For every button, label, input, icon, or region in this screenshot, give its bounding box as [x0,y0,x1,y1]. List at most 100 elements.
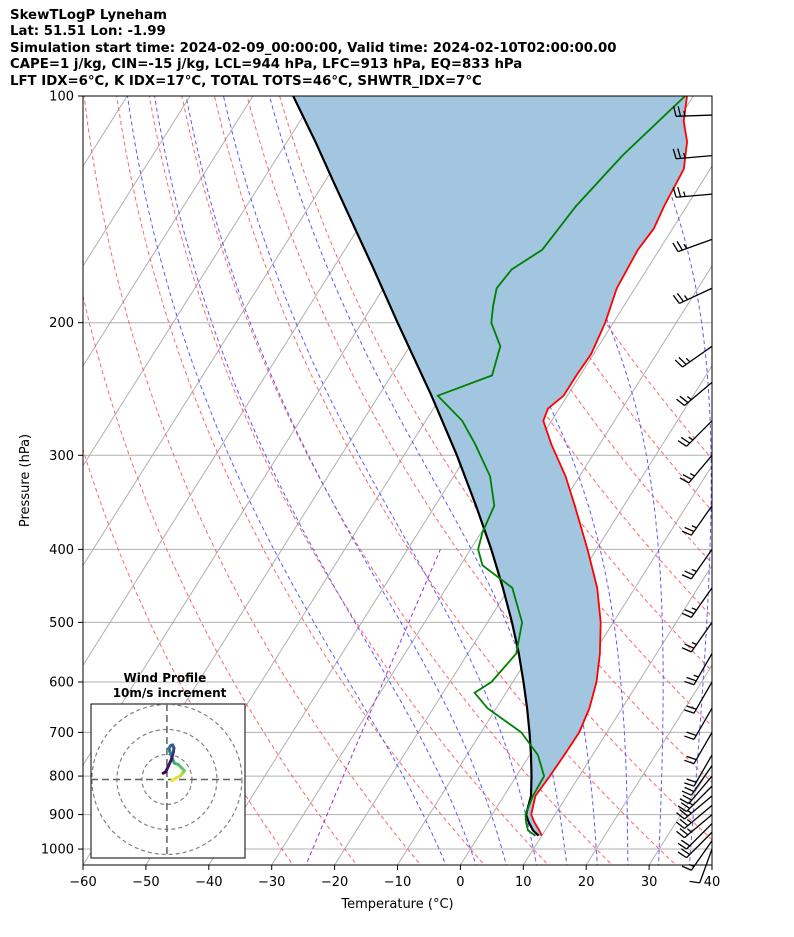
barb-staff [690,840,713,871]
barb-staff [688,454,713,484]
barb-flag [682,473,693,480]
barb-staff [686,785,713,813]
barb-flag [677,148,682,159]
barb-flag [679,818,689,827]
stability-indices-2: LFT IDX=6°C, K IDX=17°C, TOTAL TOTS=46°C… [10,73,482,89]
dry-adiabat [116,96,486,865]
x-tick-label: 20 [578,875,595,890]
wind-barb [684,707,713,740]
barb-half-flag [691,641,697,646]
wind-barb [681,587,713,618]
y-tick-label: 300 [49,449,74,464]
barb-flag [681,612,692,618]
barb-half-flag [691,525,697,529]
barb-flag [677,842,687,850]
x-tick-label: −30 [258,875,285,890]
barb-flag [680,802,691,809]
barb-flag [677,805,687,813]
profile-lines [292,96,689,837]
hodograph-title: Wind Profile [124,671,207,685]
barb-flag [676,821,685,830]
isotherm-10 [522,564,712,865]
y-tick-label: 800 [49,770,74,785]
y-tick-label: 400 [49,543,74,558]
barb-staff [682,345,713,368]
wind-barb [677,823,713,850]
mixing-ratio-line [305,549,441,865]
barb-half-flag [691,568,697,573]
hodograph-segment [164,757,173,774]
moist-adiabat [401,96,629,865]
barb-flag [684,609,695,615]
stability-indices-1: CAPE=1 j/kg, CIN=-15 j/kg, LCL=944 hPa, … [10,57,523,73]
barb-staff [676,154,713,160]
isotherm--10 [396,364,712,865]
wind-barb [681,765,713,796]
x-tick-label: −50 [132,875,159,890]
barb-flag [677,186,682,198]
x-tick-label: −20 [321,875,348,890]
barb-flag [684,759,695,765]
barb-half-flag [693,674,699,678]
barb-staff [684,381,713,406]
barb-flag [681,647,692,653]
barb-flag [677,440,687,447]
barb-half-flag [691,607,697,611]
barb-flag [684,643,695,649]
dry-adiabat [83,293,358,865]
isotherm--90 [83,96,380,567]
isotherm-20 [585,664,712,865]
moist-adiabat [126,96,447,865]
hodograph-body [91,704,245,858]
moist-adiabat [153,96,477,865]
y-tick-label: 500 [49,616,74,631]
barb-half-flag [683,243,688,249]
wind-barb [679,775,713,805]
barb-staff [693,681,713,714]
barb-flag [678,356,687,365]
isotherm--150 [0,79,12,868]
x-axis-label: Temperature (°C) [340,897,453,912]
barb-staff [676,193,713,198]
barb-flag [672,294,680,304]
simulation-time-info: Simulation start time: 2024-02-09_00:00:… [10,40,617,56]
barb-staff [690,587,713,618]
barb-staff [684,795,713,820]
x-tick-label: −10 [384,875,411,890]
barb-flag [686,731,697,737]
x-tick-label: −60 [69,875,96,890]
barb-flag [676,292,684,302]
barb-flag [676,812,685,820]
barb-half-flag [683,110,686,117]
moist-adiabat [222,96,538,865]
wind-barb [684,681,713,714]
moist-adiabat [185,96,507,865]
barb-flag [686,778,697,783]
x-tick-label: 40 [704,875,721,890]
y-tick-label: 100 [49,90,74,105]
barb-flag [681,530,692,536]
wind-barb [676,381,713,406]
barb-flag [686,676,697,682]
dry-adiabat [442,96,712,512]
barb-staff [690,621,713,653]
barb-flag [672,148,677,159]
y-tick-label: 900 [49,808,74,823]
barb-flag [672,242,679,252]
barb-flag [680,839,691,847]
isotherm--20 [334,265,712,865]
wind-barb [673,106,713,117]
x-tick-label: −40 [195,875,222,890]
y-tick-label: 600 [49,675,74,690]
barb-staff [688,775,713,805]
barb-staff [684,814,713,839]
barb-staff [677,238,713,253]
y-axis-label: Pressure (hPa) [18,434,33,527]
dry-adiabat [279,96,712,784]
isotherm-40 [711,864,712,865]
barb-staff [699,848,713,884]
barb-flag [676,241,683,251]
barb-flag [674,359,683,368]
barb-flag [680,848,691,856]
